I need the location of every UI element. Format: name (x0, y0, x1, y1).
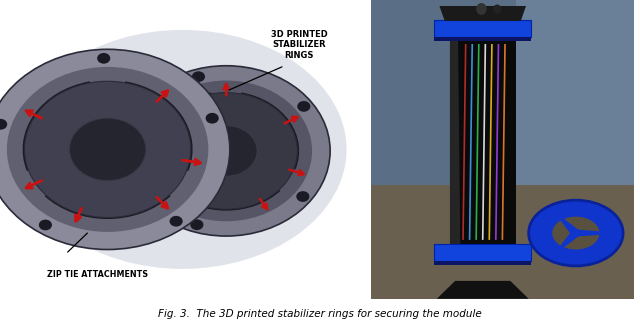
Polygon shape (434, 20, 531, 37)
Circle shape (296, 191, 309, 202)
Polygon shape (243, 157, 289, 184)
Circle shape (155, 93, 298, 209)
Circle shape (0, 119, 7, 130)
Circle shape (125, 145, 138, 156)
Circle shape (97, 53, 110, 64)
Circle shape (0, 49, 230, 250)
Polygon shape (552, 210, 580, 235)
Circle shape (192, 71, 205, 82)
Polygon shape (371, 0, 634, 185)
Ellipse shape (529, 200, 623, 266)
Polygon shape (437, 281, 529, 299)
Circle shape (122, 66, 330, 236)
Polygon shape (552, 231, 580, 256)
Wedge shape (153, 92, 226, 169)
Wedge shape (172, 151, 280, 210)
Polygon shape (111, 109, 225, 190)
Circle shape (493, 4, 501, 13)
Ellipse shape (18, 30, 347, 269)
Polygon shape (516, 0, 634, 185)
Circle shape (7, 67, 209, 232)
Wedge shape (108, 81, 193, 171)
Polygon shape (371, 0, 634, 299)
Circle shape (170, 216, 182, 227)
Wedge shape (44, 149, 171, 219)
Circle shape (190, 219, 204, 230)
Polygon shape (163, 157, 210, 184)
Polygon shape (371, 185, 634, 299)
Circle shape (69, 118, 146, 181)
Polygon shape (450, 12, 516, 260)
Ellipse shape (552, 216, 600, 250)
Circle shape (205, 113, 219, 124)
Wedge shape (226, 92, 299, 169)
Polygon shape (434, 37, 531, 41)
Circle shape (39, 219, 52, 230)
Polygon shape (440, 6, 526, 21)
Text: Fig. 3.  The 3D printed stabilizer rings for securing the module: Fig. 3. The 3D printed stabilizer rings … (158, 309, 482, 319)
Polygon shape (576, 229, 623, 237)
Circle shape (140, 81, 312, 221)
Polygon shape (99, 83, 116, 129)
Polygon shape (450, 12, 460, 260)
Circle shape (297, 101, 310, 112)
Circle shape (476, 3, 486, 15)
Polygon shape (434, 244, 531, 261)
Circle shape (195, 125, 257, 176)
Text: 3D PRINTED
STABILIZER
RINGS: 3D PRINTED STABILIZER RINGS (271, 30, 328, 60)
Wedge shape (22, 81, 108, 171)
Circle shape (24, 81, 191, 217)
Polygon shape (33, 156, 88, 188)
Polygon shape (220, 94, 233, 134)
Polygon shape (127, 156, 182, 188)
Polygon shape (434, 261, 531, 265)
Text: ZIP TIE ATTACHMENTS: ZIP TIE ATTACHMENTS (47, 270, 148, 280)
